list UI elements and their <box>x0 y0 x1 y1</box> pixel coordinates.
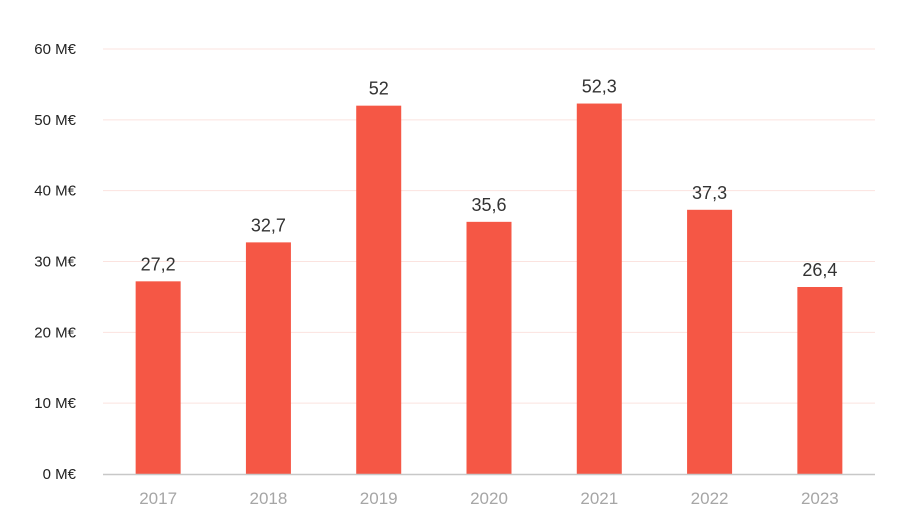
x-axis-ticks: 2017 2018 2019 2020 2021 2022 2023 <box>139 489 839 508</box>
x-tick-label-2018: 2018 <box>250 489 288 508</box>
bar-2023 <box>797 287 843 474</box>
bar-2018 <box>245 242 291 474</box>
bar-2017 <box>135 281 181 474</box>
data-labels: 27,2 32,7 52 35,6 52,3 37,3 26,4 <box>141 77 838 280</box>
y-tick-label: 40 M€ <box>34 183 76 200</box>
bar-2021 <box>576 103 622 475</box>
y-tick-label: 60 M€ <box>34 41 76 58</box>
y-tick-label: 10 M€ <box>34 395 76 412</box>
data-label-2022: 37,3 <box>692 183 727 203</box>
y-axis-ticks: 0 M€ 10 M€ 20 M€ 30 M€ 40 M€ 50 M€ 60 M€ <box>34 41 76 483</box>
data-label-2021: 52,3 <box>582 77 617 97</box>
x-tick-label-2023: 2023 <box>801 489 839 508</box>
y-tick-label: 30 M€ <box>34 254 76 271</box>
x-tick-label-2017: 2017 <box>139 489 177 508</box>
y-tick-label: 20 M€ <box>34 324 76 341</box>
x-tick-label-2019: 2019 <box>360 489 398 508</box>
x-tick-label-2022: 2022 <box>691 489 729 508</box>
y-tick-label: 50 M€ <box>34 112 76 129</box>
data-label-2018: 32,7 <box>251 215 286 235</box>
bars <box>135 103 843 475</box>
y-tick-label: 0 M€ <box>43 466 77 483</box>
bar-2019 <box>356 105 402 475</box>
data-label-2020: 35,6 <box>471 195 506 215</box>
x-tick-label-2020: 2020 <box>470 489 508 508</box>
bar-2022 <box>687 209 733 474</box>
data-label-2023: 26,4 <box>802 260 837 280</box>
data-label-2019: 52 <box>369 79 389 99</box>
x-tick-label-2021: 2021 <box>580 489 618 508</box>
data-label-2017: 27,2 <box>141 254 176 274</box>
bar-2020 <box>466 221 512 474</box>
